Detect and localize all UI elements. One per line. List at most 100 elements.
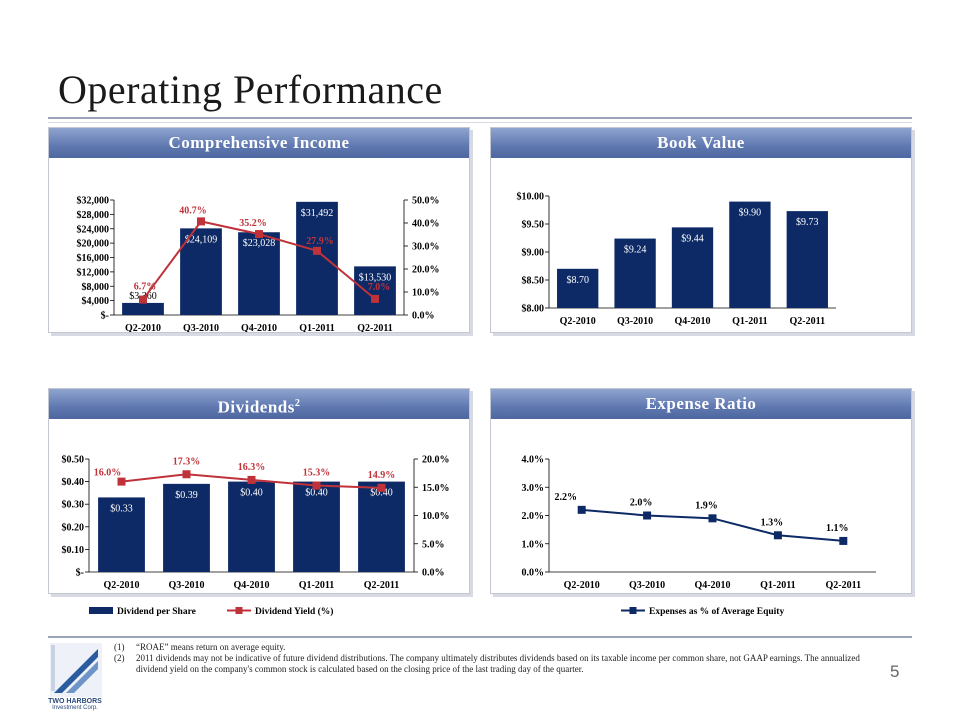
dividends-chart: $- $0.10 $0.20 $0.30 $0.40 $0.50 0.0% 5.0% 10.0%…	[62, 455, 450, 618]
line-marker	[708, 514, 717, 523]
y-left-tick-label: $0.20	[62, 522, 85, 533]
bar	[163, 483, 210, 572]
line-value-label: 40.7%	[179, 205, 207, 216]
y-right-tick-label: 15.0%	[422, 483, 450, 494]
y-left-tick-label: 1.0%	[522, 539, 545, 550]
footnote-1-text: “ROAE” means return on average equity.	[136, 642, 286, 652]
line-marker	[312, 481, 321, 490]
page-number: 5	[890, 662, 900, 681]
x-tick-label: Q1-2011	[760, 580, 796, 591]
title-divider-secondary	[48, 122, 912, 123]
logo-caption: TWO HARBORS Investment Corp.	[40, 698, 110, 711]
bar	[557, 268, 599, 308]
footnote-1-number: (1)	[114, 642, 125, 652]
x-tick-label: Q2-2010	[125, 323, 161, 332]
expense-ratio-chart: 0.0% 1.0% 2.0% 3.0% 4.0% Q2-2010 Q3-2010 Q4-201…	[522, 455, 876, 617]
x-tick-label: Q4-2010	[694, 580, 730, 591]
footnote-1: (1) “ROAE” means return on average equity…	[114, 642, 884, 653]
book-value-header: Book Value	[491, 128, 911, 158]
bar-value-label: $9.24	[624, 245, 647, 256]
line-value-label: 27.9%	[306, 236, 334, 247]
y-left-tick-label: $12,000	[77, 267, 110, 278]
bar-value-label: $9.44	[681, 233, 704, 244]
y-left-tick-label: $28,000	[77, 210, 110, 221]
line-marker	[577, 505, 586, 514]
two-harbors-logo	[50, 643, 102, 697]
legend-line-marker	[235, 607, 243, 614]
line-value-label: 35.2%	[239, 218, 267, 229]
y-right-tick-label: 30.0%	[412, 242, 440, 253]
bar	[671, 227, 714, 308]
x-tick-label: Q2-2010	[103, 580, 139, 591]
line-value-label: 1.3%	[761, 517, 784, 528]
y-left-tick-label: $-	[76, 568, 84, 579]
x-tick-label: Q1-2011	[299, 580, 335, 591]
x-tick-label: Q1-2011	[732, 316, 768, 327]
y-left-tick-label: $0.30	[62, 500, 85, 511]
footnotes: (1) “ROAE” means return on average equity…	[114, 642, 884, 675]
dividends-header: Dividends2	[49, 389, 469, 419]
line-marker	[182, 470, 191, 479]
x-tick-label: Q4-2010	[233, 580, 269, 591]
bar	[729, 201, 771, 308]
x-tick-label: Q4-2010	[674, 316, 710, 327]
y-left-tick-label: $9.50	[522, 220, 545, 231]
y-left-tick-label: $8.50	[522, 276, 545, 287]
line-marker	[773, 531, 782, 540]
legend-line-marker	[629, 607, 637, 614]
bar-value-label: $31,492	[301, 208, 334, 219]
bar-value-label: $24,109	[185, 234, 218, 245]
dividends-title: Dividends	[217, 397, 295, 417]
bar	[296, 201, 338, 315]
comprehensive-income-header: Comprehensive Income	[49, 128, 469, 158]
line-marker	[643, 511, 652, 520]
y-left-tick-label: $16,000	[77, 253, 110, 264]
line-marker	[255, 230, 263, 239]
y-right-tick-label: 0.0%	[412, 311, 435, 322]
bar	[358, 481, 405, 572]
bar-value-label: $9.73	[796, 217, 819, 228]
book-value-chart: $8.00 $8.50 $9.00 $9.50 $10.00 Q2-2010 Q3-2010…	[517, 192, 836, 327]
x-tick-label: Q2-2011	[826, 580, 862, 591]
y-left-tick-label: 2.0%	[522, 511, 545, 522]
bar	[786, 211, 828, 308]
y-left-tick-label: $20,000	[77, 239, 110, 250]
y-left-tick-label: $-	[101, 311, 109, 322]
line-value-label: 7.0%	[368, 282, 391, 293]
expense-ratio-header: Expense Ratio	[491, 389, 911, 419]
x-tick-label: Q2-2011	[357, 323, 393, 332]
y-left-tick-label: $9.00	[522, 248, 545, 259]
bar	[228, 481, 275, 572]
title-divider	[48, 117, 912, 119]
bar	[614, 238, 656, 308]
bar-value-label: $8.70	[566, 275, 589, 286]
y-right-tick-label: 5.0%	[422, 539, 445, 550]
page-title: Operating Performance	[58, 67, 443, 112]
line-marker	[139, 295, 147, 304]
bar-value-label: $0.40	[370, 488, 393, 499]
logo-name: TWO HARBORS	[48, 698, 102, 705]
line-value-label: 16.3%	[238, 462, 266, 473]
dividends-panel: Dividends2 $- $0.10 $0.20 $0.30 $0.40 $0.50 0.…	[48, 388, 470, 617]
legend-line-label: Expenses as % of Average Equity	[649, 607, 784, 617]
bar-value-label: $0.33	[110, 503, 133, 514]
x-tick-label: Q2-2011	[364, 580, 400, 591]
y-left-tick-label: 4.0%	[522, 455, 545, 466]
x-tick-label: Q3-2010	[629, 580, 665, 591]
line-marker	[117, 477, 126, 486]
line-marker	[839, 536, 848, 545]
bar-value-label: $0.40	[240, 488, 263, 499]
x-tick-label: Q3-2010	[168, 580, 204, 591]
y-right-tick-label: 20.0%	[412, 265, 440, 276]
line-value-label: 2.0%	[630, 498, 653, 509]
y-right-tick-label: 50.0%	[412, 196, 440, 207]
x-tick-label: Q3-2010	[183, 323, 219, 332]
y-right-tick-label: 20.0%	[422, 455, 450, 466]
bar-value-label: $23,028	[243, 238, 276, 249]
line-value-label: 17.3%	[173, 456, 201, 467]
y-left-tick-label: $10.00	[517, 192, 545, 203]
line-marker	[371, 294, 379, 303]
line-marker	[377, 483, 386, 492]
y-left-tick-label: $4,000	[82, 296, 110, 307]
line-marker	[197, 217, 205, 226]
